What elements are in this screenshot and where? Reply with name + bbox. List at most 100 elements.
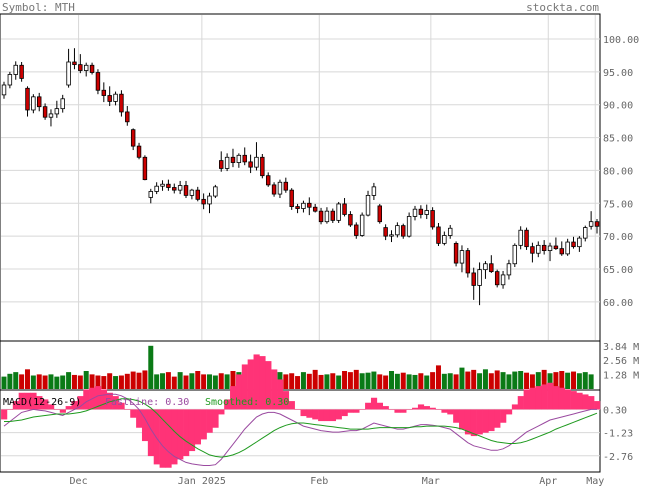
volume-bar: [206, 374, 212, 389]
candlestick: [148, 188, 154, 204]
volume-bar: [465, 371, 471, 389]
macd-histogram-bar: [294, 409, 301, 410]
volume-bar: [418, 373, 424, 389]
macd-histogram-bar: [552, 386, 560, 410]
candlestick: [336, 201, 341, 223]
volume-bar: [60, 375, 66, 389]
macd-histogram-bar: [265, 361, 272, 410]
macd-histogram-bar: [494, 409, 501, 428]
macd-histogram-bar: [165, 409, 172, 468]
macd-histogram-bar: [36, 396, 43, 410]
candlestick: [494, 269, 500, 288]
candlestick: [248, 154, 253, 174]
candle-body: [365, 194, 371, 216]
macd-histogram-bar: [500, 409, 507, 423]
candlestick: [66, 48, 71, 88]
macd-histogram-bar: [277, 379, 284, 410]
candlestick: [565, 238, 570, 256]
candlestick: [177, 180, 183, 195]
macd-histogram-bar: [453, 409, 460, 423]
candle-body: [113, 93, 118, 102]
price-grid: [1, 38, 600, 303]
macd-histogram-bar: [77, 396, 84, 410]
candle-body: [489, 263, 494, 273]
macd-histogram-bar: [271, 369, 278, 410]
candlestick: [483, 261, 488, 279]
macd-histogram-bar: [130, 409, 137, 418]
macd-histogram-bar: [1, 409, 8, 420]
volume-bar: [13, 372, 19, 389]
volume-bar: [582, 372, 588, 389]
candlestick: [154, 182, 159, 195]
candle-body: [318, 210, 324, 223]
macd-histogram-bar: [417, 404, 425, 410]
volume-bar: [71, 374, 77, 389]
candle-body: [547, 245, 553, 251]
volume-bar: [342, 371, 348, 389]
candle-body: [383, 227, 388, 237]
candle-body: [377, 205, 382, 223]
candle-body: [571, 241, 576, 248]
candlestick: [142, 155, 148, 181]
candlestick: [183, 180, 189, 199]
candle-body: [530, 246, 535, 254]
candlestick: [477, 262, 482, 306]
candle-body: [78, 64, 83, 71]
volume-bar: [353, 369, 359, 389]
macd-histogram-bar: [388, 409, 395, 410]
candlestick: [436, 223, 441, 246]
candle-body: [31, 96, 36, 111]
candle-body: [477, 269, 482, 286]
month-tick-label: Feb: [310, 476, 328, 486]
volume-bar: [30, 375, 36, 389]
candlestick: [48, 109, 54, 127]
candlestick: [541, 240, 547, 255]
fastline-series: [3, 393, 597, 466]
volume-bar: [524, 372, 530, 389]
volume-bar: [383, 375, 389, 389]
candle-body: [37, 96, 42, 108]
volume-bar: [77, 375, 83, 389]
candle-body: [260, 156, 265, 177]
candlestick: [54, 100, 60, 118]
candle-body: [348, 214, 353, 226]
candle-body: [483, 263, 488, 271]
candle-body: [459, 250, 465, 264]
macd-histogram-bar: [224, 399, 231, 410]
month-tick-label: Dec: [70, 476, 88, 486]
candlestick: [489, 255, 494, 273]
macd-histogram-bar: [412, 407, 419, 410]
candlestick: [559, 241, 564, 256]
candle-body: [72, 61, 77, 66]
candle-body: [359, 214, 365, 236]
candle-body: [177, 185, 183, 191]
candlestick: [312, 203, 318, 213]
macd-histogram-bar: [547, 382, 554, 410]
candle-body: [277, 181, 283, 195]
candle-body: [518, 229, 523, 246]
candle-body: [583, 227, 588, 239]
macd-histogram-bar: [353, 409, 360, 413]
volume-bar: [89, 374, 95, 389]
macd-histogram-bar: [159, 409, 166, 468]
candle-body: [330, 210, 336, 221]
candle-body: [160, 183, 165, 187]
volume-bar: [541, 369, 547, 389]
volume-bar: [142, 370, 148, 389]
candlestick: [459, 245, 465, 273]
volume-bar: [547, 373, 553, 389]
candle-body: [154, 185, 159, 192]
candlestick: [348, 211, 353, 227]
macd-histogram-bar: [95, 386, 102, 410]
volume-bar: [19, 374, 25, 389]
macd-histogram-bar: [429, 407, 436, 410]
candle-body: [588, 221, 594, 227]
volume-bar: [48, 374, 54, 389]
volume-axis-labels: 3.84 M 2.56 M 1.28 M: [603, 342, 639, 382]
candle-body: [130, 129, 136, 147]
macd-histogram-bar: [459, 409, 466, 430]
volume-bar: [189, 373, 195, 389]
candle-body: [230, 156, 236, 163]
volume-bar: [435, 365, 441, 389]
macd-histogram-bar: [18, 392, 25, 410]
